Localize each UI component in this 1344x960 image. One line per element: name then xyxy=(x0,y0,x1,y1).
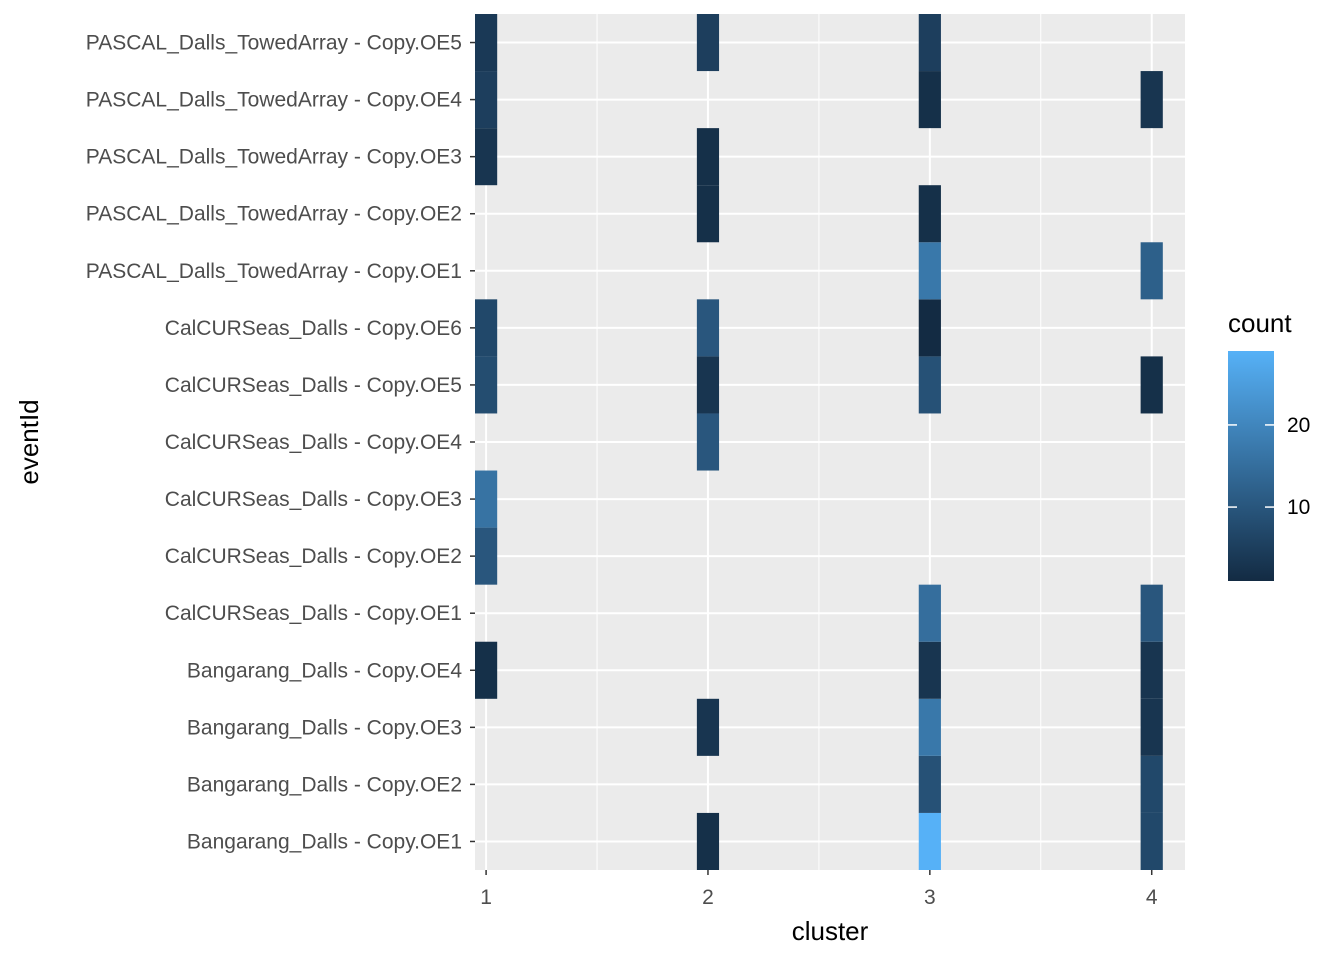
legend-ticks: 10 20 xyxy=(1228,414,1310,519)
x-tick-label: 4 xyxy=(1146,886,1158,909)
heatmap-tile xyxy=(475,356,498,414)
x-tick-label: 2 xyxy=(702,886,714,909)
heatmap-tile xyxy=(918,242,941,300)
legend-tick-label: 20 xyxy=(1287,414,1310,437)
heatmap-tile xyxy=(918,641,941,699)
heatmap-tile xyxy=(1140,242,1163,300)
heatmap-tile xyxy=(918,584,941,642)
heatmap-tile xyxy=(696,185,720,243)
heatmap-tile xyxy=(1140,71,1163,129)
y-tick-label: Bangarang_Dalls - Copy.OE4 xyxy=(187,659,462,682)
y-tick-label: CalCURSeas_Dalls - Copy.OE6 xyxy=(165,317,462,340)
heatmap-tile xyxy=(1140,755,1163,813)
heatmap-tile xyxy=(696,299,720,357)
heatmap-tile xyxy=(696,356,720,414)
y-tick-label: CalCURSeas_Dalls - Copy.OE1 xyxy=(165,602,462,625)
heatmap-tile xyxy=(475,299,498,357)
heatmap-tile xyxy=(1140,812,1163,870)
y-tick-label: Bangarang_Dalls - Copy.OE1 xyxy=(187,830,462,853)
heatmap-tile xyxy=(918,299,941,357)
y-axis-title: eventId xyxy=(14,399,44,484)
x-tick-label: 3 xyxy=(924,886,936,909)
y-tick-label: CalCURSeas_Dalls - Copy.OE4 xyxy=(165,431,463,454)
x-axis-ticks: 1 2 3 4 xyxy=(480,870,1158,909)
heatmap-tile xyxy=(1140,356,1163,414)
heatmap-tile xyxy=(475,71,498,129)
heatmap-tile xyxy=(918,71,941,129)
heatmap-tile xyxy=(696,698,720,756)
y-tick-label: CalCURSeas_Dalls - Copy.OE5 xyxy=(165,374,462,397)
heatmap-tile xyxy=(475,641,498,699)
heatmap-tile xyxy=(696,413,720,471)
heatmap-tile xyxy=(1140,584,1163,642)
y-tick-label: PASCAL_Dalls_TowedArray - Copy.OE1 xyxy=(86,260,462,283)
y-axis-ticks: Bangarang_Dalls - Copy.OE1 Bangarang_Dall… xyxy=(86,32,475,853)
y-tick-label: PASCAL_Dalls_TowedArray - Copy.OE3 xyxy=(86,146,462,169)
legend-title: count xyxy=(1228,308,1292,338)
heatmap-tile xyxy=(475,470,498,528)
heatmap-tile xyxy=(918,755,941,813)
y-tick-label: PASCAL_Dalls_TowedArray - Copy.OE2 xyxy=(86,203,462,226)
y-tick-label: PASCAL_Dalls_TowedArray - Copy.OE4 xyxy=(86,89,463,112)
heatmap-tile xyxy=(918,698,941,756)
y-tick-label: PASCAL_Dalls_TowedArray - Copy.OE5 xyxy=(86,32,462,55)
heatmap-tile xyxy=(475,527,498,585)
heatmap-tile xyxy=(696,812,720,870)
heatmap-tile xyxy=(918,185,941,243)
heatmap-tile xyxy=(696,14,720,72)
y-tick-label: CalCURSeas_Dalls - Copy.OE3 xyxy=(165,488,462,511)
heatmap-tile xyxy=(475,14,498,72)
y-tick-label: Bangarang_Dalls - Copy.OE3 xyxy=(187,716,462,739)
x-axis-title: cluster xyxy=(792,916,869,946)
heatmap-tile xyxy=(918,14,941,72)
heatmap-tile xyxy=(1140,641,1163,699)
color-legend: count 10 20 xyxy=(1228,308,1310,581)
x-tick-label: 1 xyxy=(480,886,492,909)
heatmap-tile xyxy=(1140,698,1163,756)
heatmap-tile xyxy=(475,128,498,186)
heatmap-tile xyxy=(696,128,720,186)
y-tick-label: Bangarang_Dalls - Copy.OE2 xyxy=(187,773,462,796)
legend-colorbar xyxy=(1228,351,1274,581)
y-tick-label: CalCURSeas_Dalls - Copy.OE2 xyxy=(165,545,462,568)
heatmap-tiles xyxy=(475,14,1163,870)
heatmap-tile xyxy=(918,356,941,414)
heatmap-tile xyxy=(918,812,941,870)
major-gridlines xyxy=(475,14,1185,870)
legend-tick-label: 10 xyxy=(1287,496,1310,519)
